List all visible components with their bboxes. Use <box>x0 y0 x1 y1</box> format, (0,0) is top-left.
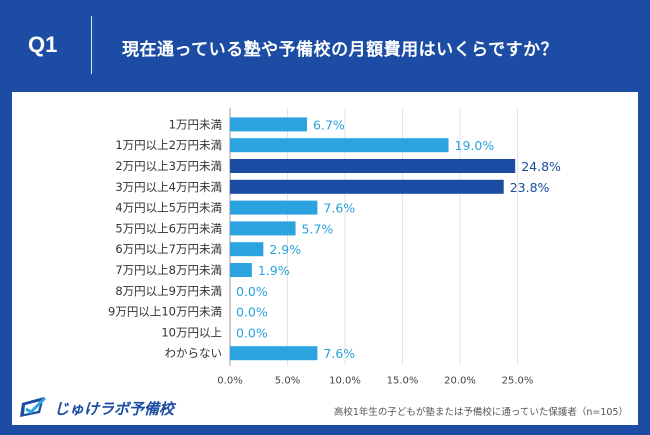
data-label: 0.0% <box>236 325 268 340</box>
data-label: 2.9% <box>269 242 301 257</box>
question-title: 現在通っている塾や予備校の月額費用はいくらですか？ <box>122 40 559 60</box>
bar-chart: 0.0% 5.0% 10.0% 15.0% 20.0% 25.0% 1万円未満 6.7% 1万円… <box>108 108 561 387</box>
category-label: 5万円以上6万円未満 <box>115 221 222 235</box>
data-label: 24.8% <box>521 159 561 174</box>
data-label: 7.6% <box>323 201 355 216</box>
category-label: 9万円以上10万円未満 <box>108 305 222 319</box>
question-label: Q1 <box>28 32 58 57</box>
logo: じゅけラボ予備校 <box>20 393 174 423</box>
bar <box>230 117 308 132</box>
bar <box>230 242 264 257</box>
header: Q1 現在通っている塾や予備校の月額費用はいくらですか？ <box>0 0 650 90</box>
bar <box>230 138 449 153</box>
data-label: 23.8% <box>510 180 550 195</box>
category-label: 1万円以上2万円未満 <box>115 138 222 152</box>
category-label: 6万円以上7万円未満 <box>115 242 222 256</box>
x-tick-label: 20.0% <box>444 376 476 387</box>
data-label: 5.7% <box>302 221 334 236</box>
chart-panel: 0.0% 5.0% 10.0% 15.0% 20.0% 25.0% 1万円未満 6.7% 1万円… <box>12 92 638 425</box>
category-label: 3万円以上4万円未満 <box>115 180 222 194</box>
data-label: 0.0% <box>236 284 268 299</box>
header-divider <box>91 16 92 74</box>
bar <box>230 346 318 361</box>
bar <box>230 179 504 194</box>
category-label: 1万円未満 <box>169 117 222 131</box>
bar <box>230 221 296 236</box>
source-note: 高校1年生の子どもが塾または予備校に通っていた保護者（n=105） <box>333 407 628 418</box>
category-label: 10万円以上 <box>161 325 222 339</box>
x-tick-label: 5.0% <box>275 376 300 387</box>
x-tick-label: 0.0% <box>217 376 242 387</box>
data-label: 1.9% <box>258 263 290 278</box>
category-label: わからない <box>165 346 223 360</box>
logo-icon <box>20 396 47 417</box>
logo-text: じゅけラボ予備校 <box>54 399 175 418</box>
bar <box>230 159 516 173</box>
data-label: 7.6% <box>323 346 355 361</box>
data-label: 0.0% <box>236 305 268 320</box>
x-tick-label: 15.0% <box>387 376 419 387</box>
category-label: 4万円以上5万円未満 <box>115 201 222 215</box>
category-label: 7万円以上8万円未満 <box>115 263 222 277</box>
x-tick-label: 10.0% <box>329 376 361 387</box>
x-tick-label: 25.0% <box>502 376 534 387</box>
category-label: 2万円以上3万円未満 <box>115 159 222 173</box>
data-label: 19.0% <box>455 138 495 153</box>
data-label: 6.7% <box>313 117 345 132</box>
bar <box>230 200 318 215</box>
bar <box>230 263 252 277</box>
category-label: 8万円以上9万円未満 <box>115 284 222 298</box>
